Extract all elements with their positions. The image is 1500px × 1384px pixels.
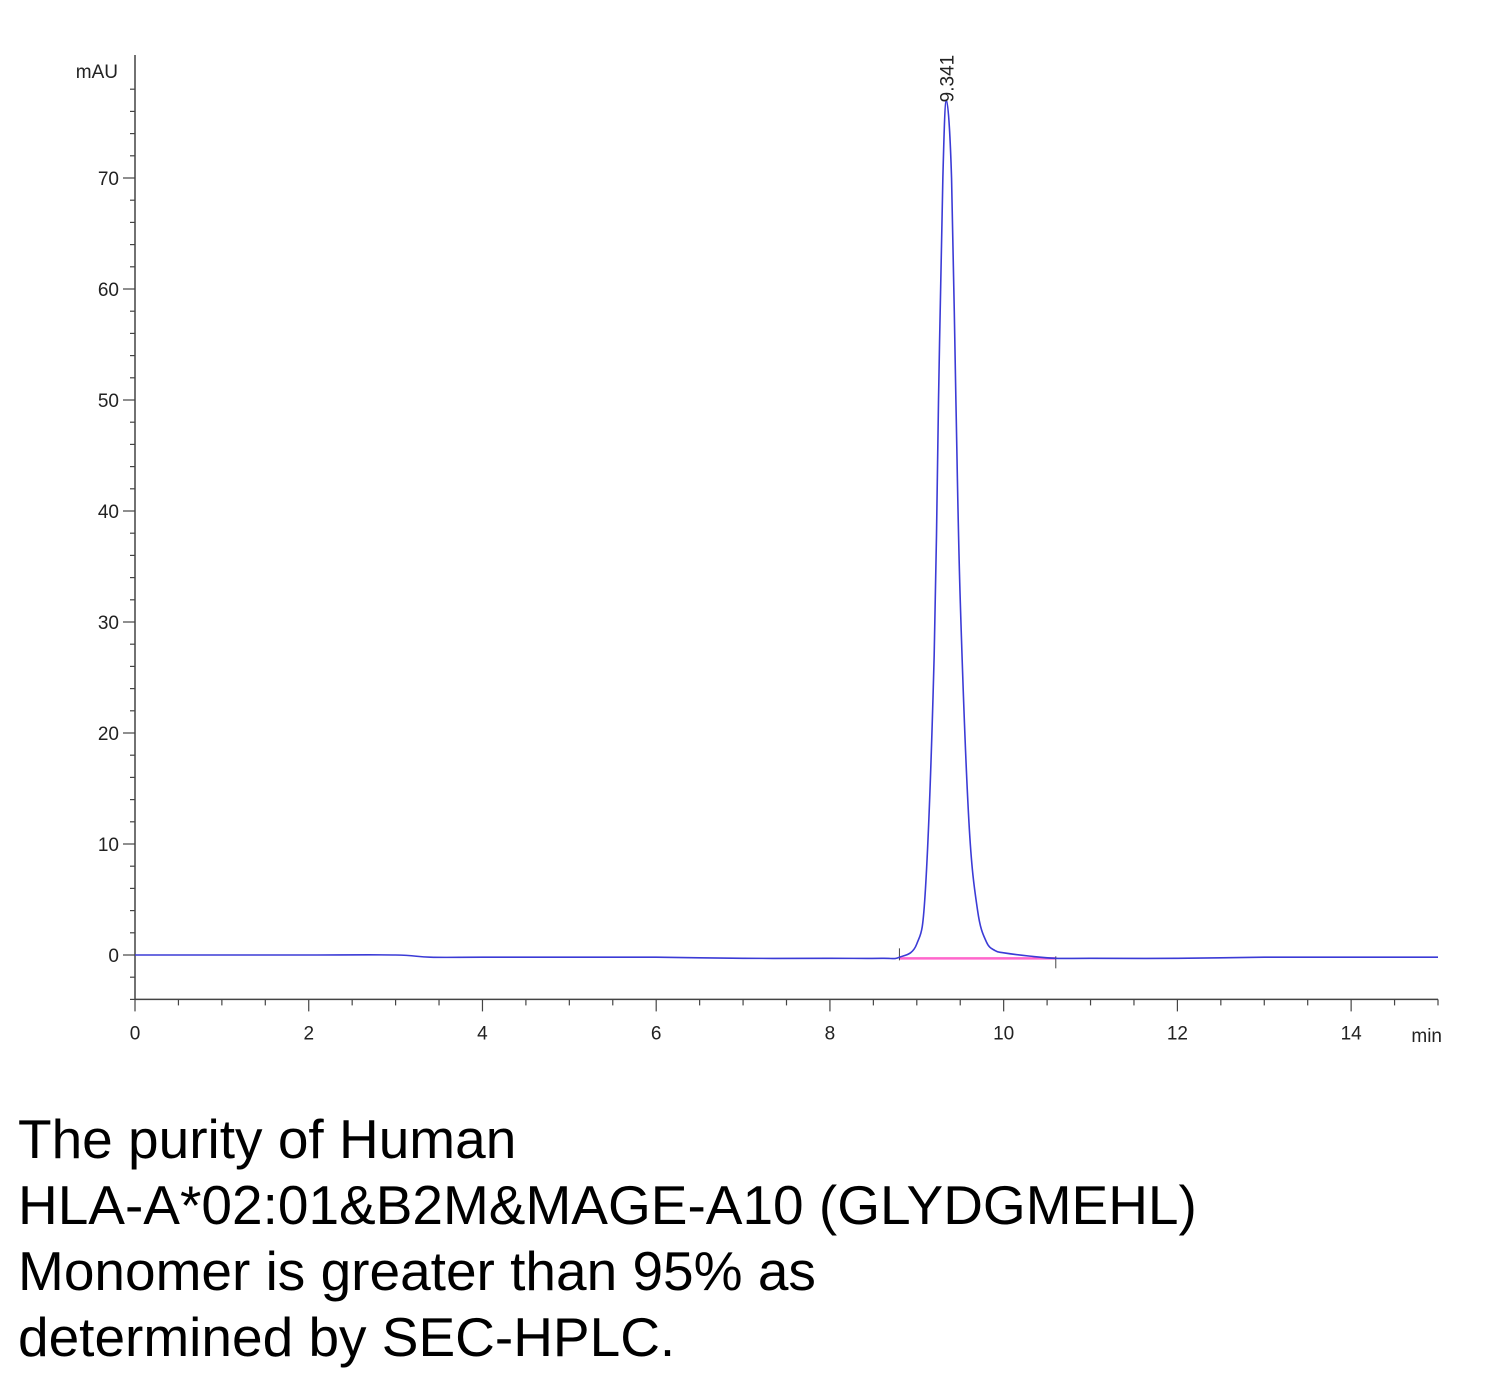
x-tick-label: 6 <box>651 1023 662 1044</box>
x-tick-label: 4 <box>477 1023 488 1044</box>
x-tick-label: 10 <box>993 1023 1014 1044</box>
plot-area <box>135 99 1438 969</box>
x-tick-label: 8 <box>825 1023 836 1044</box>
chart-axes <box>134 55 1438 1001</box>
signal-trace <box>135 99 1438 960</box>
caption-line-1: The purity of Human <box>18 1108 517 1170</box>
y-axis-unit-label: mAU <box>76 62 118 83</box>
y-tick-label: 60 <box>98 280 119 301</box>
caption-line-4: determined by SEC-HPLC. <box>18 1306 676 1368</box>
caption: The purity of Human HLA-A*02:01&B2M&MAGE… <box>18 1106 1478 1370</box>
caption-line-2: HLA-A*02:01&B2M&MAGE-A10 (GLYDGMEHL) <box>18 1174 1197 1236</box>
x-axis-unit-label: min <box>1411 1026 1442 1047</box>
x-axis-ticks: 0 2 4 6 8 10 12 14 <box>130 999 1439 1044</box>
y-tick-label: 50 <box>98 391 119 412</box>
y-tick-label: 30 <box>98 613 119 634</box>
x-tick-label: 0 <box>130 1023 141 1044</box>
y-axis-ticks: 0 10 20 30 40 50 60 70 <box>98 88 135 1001</box>
y-tick-label: 10 <box>98 835 119 856</box>
chromatogram-chart: 0 10 20 30 40 50 60 70 0 2 4 6 8 10 12 14 mAU min 9.34… <box>76 55 1442 1047</box>
y-tick-label: 70 <box>98 169 119 190</box>
x-tick-label: 14 <box>1341 1023 1363 1044</box>
y-tick-label: 40 <box>98 502 119 523</box>
x-tick-label: 12 <box>1167 1023 1188 1044</box>
peak-retention-label: 9.341 <box>937 55 958 103</box>
y-tick-label: 0 <box>108 946 119 967</box>
y-tick-label: 20 <box>98 724 119 745</box>
x-tick-label: 2 <box>303 1023 314 1044</box>
caption-line-3: Monomer is greater than 95% as <box>18 1240 816 1302</box>
